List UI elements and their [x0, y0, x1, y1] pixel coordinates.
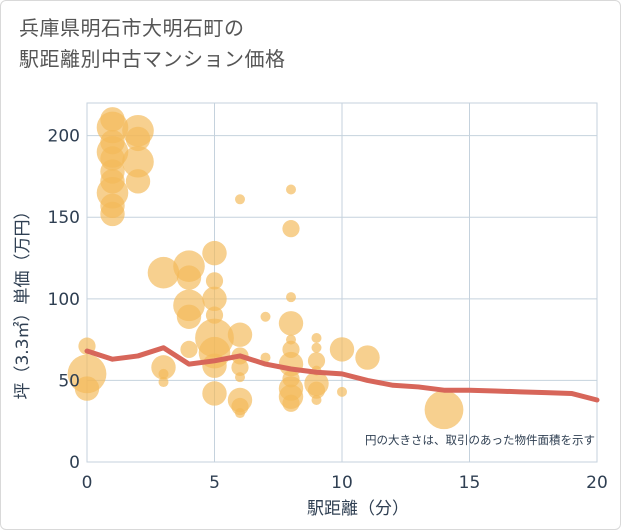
- y-tick-label: 50: [58, 371, 80, 391]
- chart-title: 兵庫県明石市大明石町の 駅距離別中古マンション価格: [19, 16, 286, 71]
- data-point: [176, 304, 202, 329]
- data-point: [125, 169, 151, 194]
- data-point: [311, 332, 322, 343]
- data-point: [260, 352, 271, 363]
- y-tick-label: 100: [48, 290, 80, 310]
- data-point: [125, 126, 151, 152]
- data-point: [307, 352, 326, 370]
- data-point: [311, 394, 322, 405]
- data-point: [235, 194, 245, 205]
- data-point: [122, 145, 154, 178]
- x-tick-label: 0: [82, 473, 93, 493]
- x-tick-label: 10: [331, 473, 353, 493]
- x-tick-label: 20: [586, 473, 608, 493]
- data-point: [235, 408, 245, 419]
- data-point: [235, 372, 245, 383]
- data-point: [337, 386, 347, 397]
- data-point: [278, 311, 304, 336]
- y-axis-label: 坪（3.3㎡）単価（万円）: [13, 202, 33, 399]
- y-tick-label: 150: [48, 208, 80, 228]
- data-point: [282, 394, 300, 412]
- trend-line: [84, 345, 600, 403]
- data-point: [202, 240, 227, 266]
- data-point: [180, 340, 198, 359]
- x-tick-label: 5: [209, 473, 220, 493]
- data-point: [307, 381, 326, 399]
- data-point: [231, 358, 249, 376]
- bubbles: [67, 107, 464, 430]
- x-tick-label: 15: [459, 473, 481, 493]
- y-tick-label: 200: [48, 127, 80, 147]
- data-point: [74, 376, 100, 401]
- data-point: [355, 345, 380, 370]
- data-point: [176, 265, 202, 290]
- data-point: [158, 368, 169, 379]
- data-point: [329, 337, 355, 362]
- data-point: [282, 220, 300, 238]
- data-point: [202, 381, 227, 406]
- data-point: [424, 390, 464, 430]
- bubble-size-note: 円の大きさは、取引のあった物件面積を示す: [365, 433, 595, 447]
- data-point: [260, 311, 271, 322]
- y-tick-label: 0: [69, 453, 80, 473]
- data-point: [311, 342, 322, 353]
- data-point: [158, 377, 169, 388]
- data-point: [100, 201, 125, 227]
- x-axis-label: 駅距離（分）: [307, 499, 409, 519]
- data-point: [286, 184, 296, 195]
- data-point: [286, 292, 296, 303]
- data-point: [227, 322, 253, 347]
- data-point: [205, 272, 224, 290]
- data-point: [151, 355, 176, 380]
- data-point: [147, 256, 180, 289]
- grid: [86, 102, 598, 463]
- data-point: [202, 286, 227, 312]
